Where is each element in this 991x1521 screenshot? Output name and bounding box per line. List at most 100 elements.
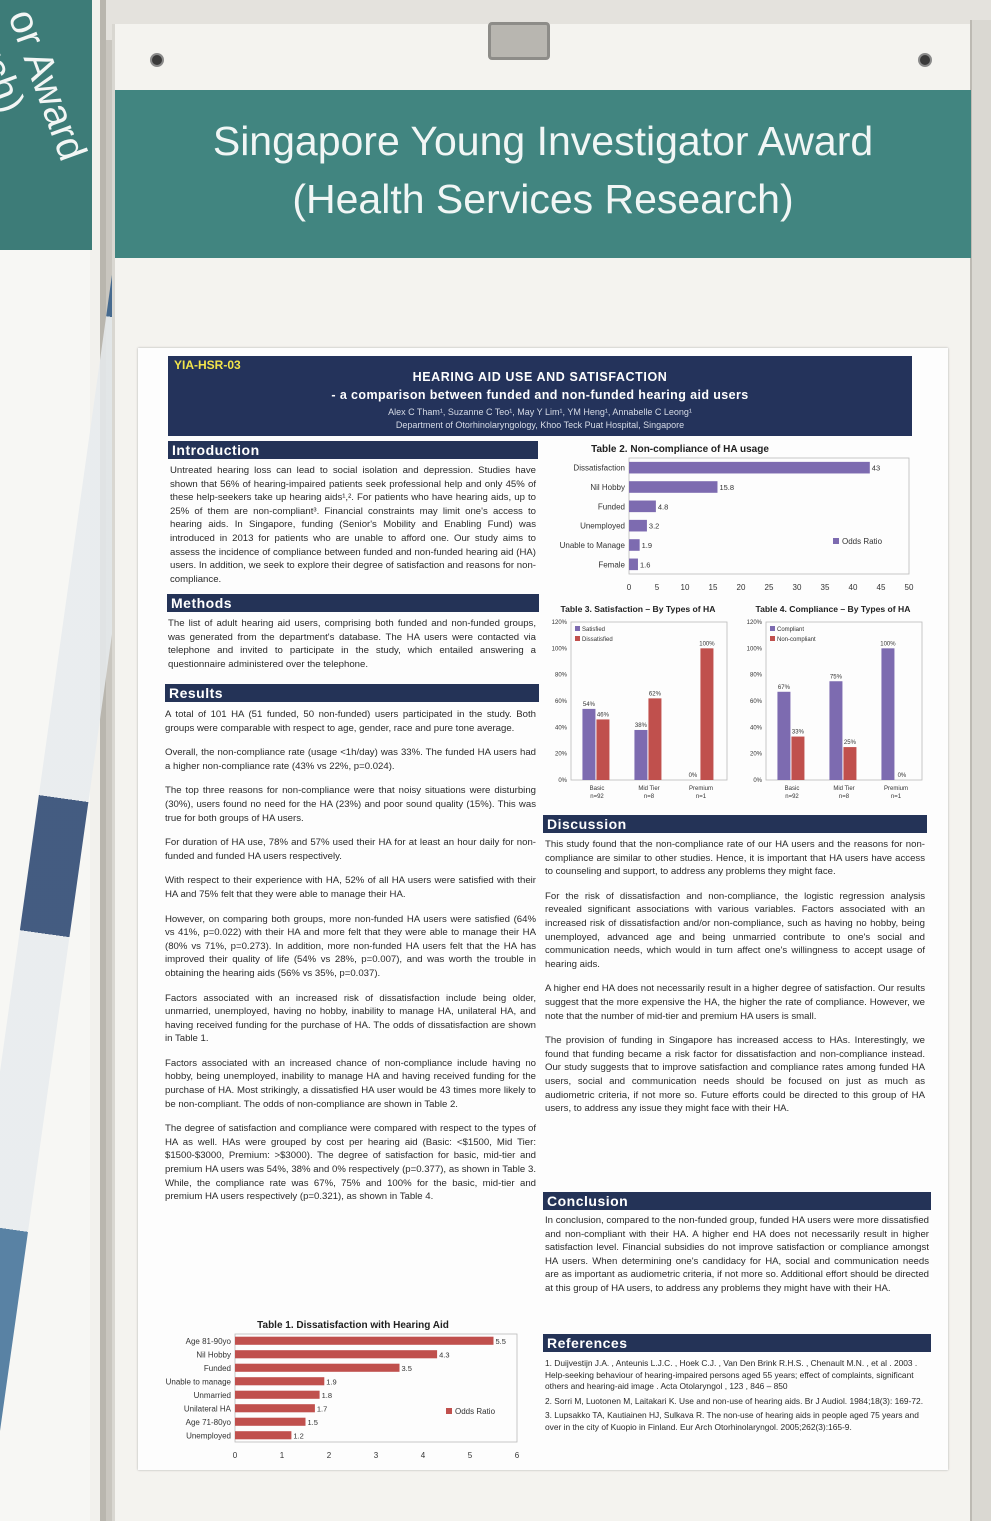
bar — [596, 719, 610, 780]
poster-authors: Alex C Tham¹, Suzanne C Teo¹, May Y Lim¹… — [388, 407, 692, 417]
results-paragraph: A total of 101 HA (51 funded, 50 non-fun… — [165, 709, 536, 734]
tick-label: 6 — [515, 1451, 520, 1460]
tick-label: 0 — [627, 583, 632, 592]
tick-label: 3 — [374, 1451, 379, 1460]
tick-label: 120% — [747, 620, 763, 626]
results-paragraph: With respect to their experience with HA… — [165, 875, 536, 900]
board-title: Singapore Young Investigator Award (Heal… — [115, 112, 971, 228]
poster-header: YIA-HSR-03 HEARING AID USE AND SATISFACT… — [168, 356, 912, 436]
references-list: 1. Duijvestijn J.A. , Anteunis L.J.C. , … — [545, 1358, 929, 1436]
tick-label: 5 — [468, 1451, 473, 1460]
tick-label: 2 — [327, 1451, 332, 1460]
table4-chart: Table 4. Compliance – By Types of HA 0% 20… — [738, 600, 928, 808]
category-label: Unmarried — [194, 1391, 231, 1400]
data-label: 0% — [689, 773, 698, 779]
legend-label: Odds Ratio — [842, 537, 883, 546]
category-label: Age 81-90yo — [186, 1337, 232, 1346]
category-label: Unemployed — [580, 522, 625, 531]
bar — [629, 461, 870, 474]
results-paragraph: The top three reasons for non-compliance… — [165, 785, 536, 824]
data-label: 15.8 — [719, 483, 734, 492]
reference-item: 1. Duijvestijn J.A. , Anteunis L.J.C. , … — [545, 1358, 918, 1391]
category-label: Unable to manage — [166, 1377, 232, 1386]
category-label: Nil Hobby — [196, 1350, 231, 1359]
category-label: Basic — [590, 786, 605, 792]
data-label: 46% — [597, 712, 610, 718]
table2-chart: Table 2. Non-compliance of HA usage Dissa… — [543, 440, 914, 600]
table3-chart: Table 3. Satisfaction – By Types of HA 0%… — [543, 600, 733, 808]
table1-chart: Table 1. Dissatisfaction with Hearing Ai… — [138, 1314, 538, 1470]
category-label: Unable to Manage — [560, 541, 626, 550]
category-label: Dissatisfaction — [573, 464, 625, 473]
tick-label: 60% — [750, 699, 763, 705]
category-label: n=92 — [590, 794, 604, 800]
left-board-title: or Award arch) — [0, 3, 95, 167]
bar — [235, 1431, 292, 1440]
methods-text: The list of adult hearing aid users, com… — [168, 618, 536, 670]
legend-swatch — [446, 1408, 452, 1414]
tick-label: 50 — [905, 583, 914, 592]
data-label: 0% — [898, 773, 907, 779]
research-poster: YIA-HSR-03 HEARING AID USE AND SATISFACT… — [138, 348, 948, 1470]
category-label: Nil Hobby — [590, 483, 625, 492]
tick-label: 0% — [753, 778, 762, 784]
category-label: Mid Tier — [638, 786, 659, 792]
discussion-heading: Discussion — [543, 815, 927, 833]
data-label: 3.5 — [402, 1364, 412, 1373]
data-label: 5.5 — [496, 1337, 506, 1346]
chart-title: Table 1. Dissatisfaction with Hearing Ai… — [257, 1320, 449, 1331]
data-label: 100% — [699, 641, 715, 647]
reference-item: 2. Sorri M, Luotonen M, Laitakari K. Use… — [545, 1395, 924, 1406]
tick-label: 60% — [555, 699, 568, 705]
bar — [235, 1377, 325, 1386]
tick-label: 15 — [709, 583, 718, 592]
legend-label: Compliant — [777, 627, 804, 633]
results-heading: Results — [165, 684, 539, 702]
bar — [235, 1390, 320, 1399]
data-label: 75% — [830, 674, 843, 680]
bar — [235, 1417, 306, 1426]
left-neighbouring-board: or Award arch) — [0, 0, 167, 1521]
category-label: Premium — [689, 786, 713, 792]
discussion-paragraph: For the risk of dissatisfaction and non-… — [545, 890, 925, 970]
bar — [582, 708, 596, 780]
discussion-paragraph: A higher end HA does not necessarily res… — [545, 983, 925, 1022]
board-header-band — [115, 90, 971, 258]
category-label: Unilateral HA — [184, 1404, 232, 1413]
tick-label: 5 — [655, 583, 660, 592]
data-label: 54% — [583, 702, 596, 708]
board-title-line1: Singapore Young Investigator Award — [212, 118, 874, 164]
tick-label: 40% — [555, 725, 568, 731]
bar — [843, 747, 857, 780]
screw-right — [918, 53, 932, 67]
bar — [648, 698, 662, 780]
tick-label: 30 — [793, 583, 802, 592]
category-label: Funded — [598, 502, 625, 511]
category-label: n=1 — [891, 794, 902, 800]
board-clip — [488, 22, 550, 60]
data-label: 1.9 — [326, 1377, 336, 1386]
legend-label: Non-compliant — [777, 637, 816, 643]
legend-label: Satisfied — [582, 627, 605, 633]
bar — [881, 648, 895, 780]
data-label: 25% — [844, 740, 857, 746]
discussion-paragraph: The provision of funding in Singapore ha… — [545, 1035, 925, 1115]
results-paragraph: However, on comparing both groups, more … — [165, 913, 536, 979]
chart-title: Table 4. Compliance – By Types of HA — [756, 604, 911, 614]
legend-swatch — [575, 626, 580, 631]
plot-frame — [628, 457, 910, 575]
tick-label: 20% — [555, 752, 568, 758]
tick-label: 45 — [877, 583, 886, 592]
reference-item: 3. Lupsakko TA, Kautiainen HJ, Sulkava R… — [545, 1410, 919, 1432]
bar — [235, 1350, 438, 1359]
data-label: 1.6 — [640, 560, 650, 569]
category-label: Basic — [785, 786, 800, 792]
data-label: 1.7 — [317, 1404, 327, 1413]
category-label: Female — [598, 560, 625, 569]
bar — [629, 558, 638, 571]
tick-label: 120% — [552, 620, 568, 626]
data-label: 4.3 — [439, 1350, 449, 1359]
bar — [629, 500, 656, 513]
data-label: 43 — [872, 464, 880, 473]
